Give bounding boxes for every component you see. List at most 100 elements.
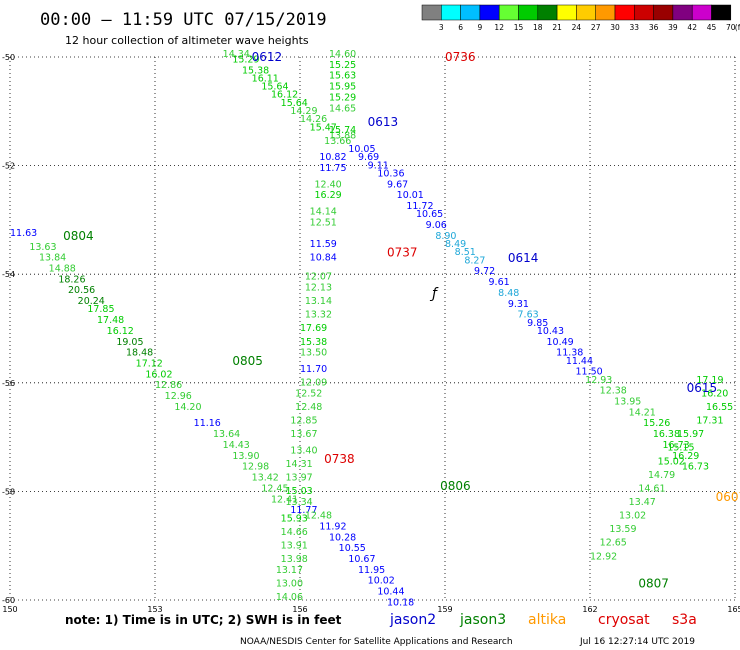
swh-value: 11.59 [310, 239, 337, 250]
swh-value: 16.73 [663, 440, 690, 451]
swh-value: 14.66 [281, 527, 308, 538]
y-tick-label: -60 [2, 596, 15, 605]
swh-value: 9.11 [368, 160, 389, 171]
swh-value: 18.48 [126, 348, 153, 359]
swh-value: 12.98 [242, 462, 269, 473]
colorbar-tick: 3 [439, 23, 444, 32]
pass-label: 0736 [445, 50, 476, 64]
swh-value: 11.38 [556, 348, 583, 359]
colorbar-tick: 42 [687, 23, 697, 32]
swh-value: 8.51 [455, 247, 476, 258]
colorbar-swatch [537, 4, 558, 21]
swh-value: 12.86 [155, 380, 182, 391]
swh-value: 13.50 [300, 348, 327, 359]
swh-value: 10.28 [329, 532, 356, 543]
colorbar-swatch [421, 4, 442, 21]
swh-value: 12.40 [315, 179, 342, 190]
data-points: 14.3415.2915.3816.1115.6416.1215.6414.29… [10, 49, 733, 608]
pass-label: 0737 [387, 245, 418, 259]
swh-value: 14.60 [329, 49, 356, 60]
credit-left: NOAA/NESDIS Center for Satellite Applica… [240, 637, 513, 647]
swh-value: 15.93 [281, 513, 308, 524]
y-tick-label: -58 [2, 487, 15, 496]
pass-label: 0804 [63, 229, 94, 243]
swh-value: 10.01 [397, 190, 424, 201]
swh-value: 13.17 [276, 565, 303, 576]
swh-value: 16.11 [252, 73, 279, 84]
swh-value: 20.56 [68, 285, 95, 296]
swh-value: 14.43 [223, 440, 250, 451]
pass-label: 0607 [716, 490, 740, 504]
swh-value: 8.27 [464, 255, 485, 266]
axis-ticks: 150 153 156 159 162 165 -50 -52 -54 -56 -58 -60 [2, 53, 740, 614]
swh-value: 16.12 [271, 90, 298, 101]
swh-value: 11.75 [319, 163, 346, 174]
swh-value: 14.06 [276, 592, 303, 603]
swh-value: 14.20 [174, 402, 201, 413]
swh-value: 9.31 [508, 299, 529, 310]
swh-value: 13.00 [276, 578, 303, 589]
swh-value: 9.06 [426, 220, 447, 231]
swh-value: 13.59 [609, 524, 636, 535]
swh-value: 12.07 [305, 272, 332, 283]
swh-value: 13.90 [232, 451, 259, 462]
swh-value: 16.29 [315, 190, 342, 201]
colorbar-swatch [691, 4, 712, 21]
swh-value: 15.03 [286, 486, 313, 497]
swh-value: 11.72 [406, 201, 433, 212]
pass-label: 0807 [638, 577, 669, 591]
swh-value: 15.64 [281, 98, 308, 109]
colorbar-swatch [672, 4, 693, 21]
swh-value: 13.84 [39, 253, 66, 264]
swh-value: 12.48 [305, 511, 332, 522]
swh-value: 7.63 [518, 310, 539, 321]
swh-value: 17.19 [696, 375, 723, 386]
x-tick-label: 159 [437, 605, 452, 614]
swh-value: 16.73 [682, 462, 709, 473]
swh-value: 14.14 [310, 206, 337, 217]
pass-label: 0612 [252, 50, 283, 64]
x-tick-label: 162 [582, 605, 597, 614]
swh-value: 13.91 [281, 540, 308, 551]
colorbar-swatch [518, 4, 539, 21]
colorbar-swatch [556, 4, 577, 21]
swh-value: 15.26 [643, 418, 670, 429]
pass-label: 0614 [508, 251, 539, 265]
satellite-legend: jason2 jason3 altika cryosat s3a [389, 612, 697, 628]
swh-value: 16.38 [653, 429, 680, 440]
colorbar-tick: 39 [668, 23, 678, 32]
location-marker-icon: ƒ [429, 286, 439, 302]
chart-title: 00:00 – 11:59 UTC 07/15/2019 [40, 10, 327, 30]
swh-value: 11.44 [566, 356, 593, 367]
swh-value: 14.21 [629, 407, 656, 418]
swh-value: 10.43 [537, 326, 564, 337]
colorbar-tick: 30 [610, 23, 620, 32]
swh-value: 12.92 [590, 551, 617, 562]
swh-value: 17.48 [97, 315, 124, 326]
swh-value: 13.64 [213, 429, 240, 440]
pass-label: 0806 [440, 479, 471, 493]
legend-s3a: s3a [672, 612, 697, 628]
swh-value: 9.85 [527, 318, 548, 329]
colorbar-swatch [479, 4, 500, 21]
swh-value: 12.85 [290, 416, 317, 427]
swh-value: 14.88 [49, 263, 76, 274]
swh-value: 14.34 [223, 49, 250, 60]
swh-value: 20.24 [78, 296, 105, 307]
swh-value: 15.38 [242, 65, 269, 76]
footer-note: note: 1) Time is in UTC; 2) SWH is in fe… [65, 613, 342, 627]
pass-label: 0805 [232, 354, 263, 368]
swh-value: 14.61 [638, 483, 665, 494]
swh-value: 15.15 [667, 443, 694, 454]
swh-value: 16.55 [706, 402, 733, 413]
swh-value: 18.26 [58, 274, 85, 285]
swh-value: 13.40 [290, 445, 317, 456]
swh-value: 13.88 [329, 130, 356, 141]
credit-right: Jul 16 12:27:14 UTC 2019 [579, 637, 695, 647]
swh-value: 13.63 [29, 242, 56, 253]
swh-value: 11.70 [300, 364, 327, 375]
swh-value: 17.31 [696, 416, 723, 427]
colorbar-tick: 12 [494, 23, 504, 32]
colorbar-tick: 45 [707, 23, 717, 32]
